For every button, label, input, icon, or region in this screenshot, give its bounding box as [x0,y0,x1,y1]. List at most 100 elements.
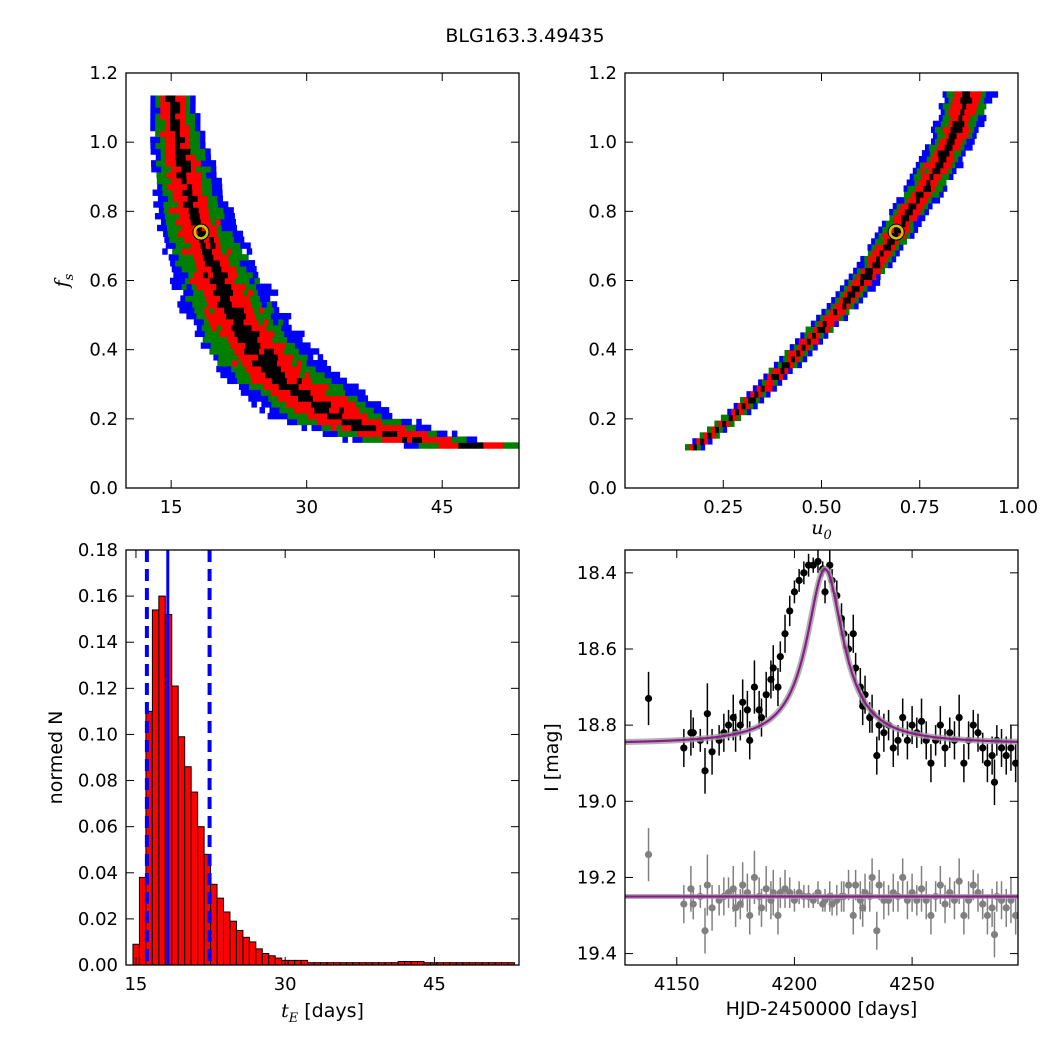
heatmap-cell [245,342,251,349]
heatmap-cell [983,97,989,104]
data-point [762,691,770,699]
heatmap-cell [250,313,257,320]
data-point [1007,744,1015,752]
heatmap-cell [956,132,961,139]
heatmap-cell [150,124,156,132]
heatmap-cell [205,218,212,226]
heatmap-cell [231,313,237,320]
heatmap-cell [406,418,412,426]
heatmap-cell [242,377,248,385]
heatmap-cell [855,285,861,292]
heatmap-cell [751,397,757,404]
heatmap-cell [360,401,367,408]
heatmap-cell [909,173,915,181]
heatmap-cell [315,389,321,396]
heatmap-cell [207,189,213,196]
heatmap-cell [856,273,861,280]
heatmap-cell [224,277,231,285]
heatmap-cell [241,324,247,332]
heatmap-cell [189,213,196,220]
histogram-bar [190,791,199,965]
heatmap-cell [947,161,952,169]
heatmap-cell [816,314,821,322]
heatmap-cell [239,260,246,267]
heatmap-cell [167,183,173,191]
heatmap-cell [889,208,894,216]
x-tick-label: 30 [274,974,297,995]
heatmap-cell [897,220,903,228]
heatmap-cell [856,279,861,286]
heatmap-cell [710,426,716,433]
heatmap-cell [793,344,799,351]
heatmap-cell [934,185,940,192]
heatmap-cell [172,230,179,238]
heatmap-cell [700,444,706,451]
heatmap-cell [371,424,377,432]
heatmap-cell [766,391,771,398]
heatmap-cell [888,261,893,269]
heatmap-cell [240,242,246,249]
heatmap-cell [196,171,202,179]
heatmap-cell [195,242,202,249]
heatmap-cell [322,412,328,420]
heatmap-cell [272,412,279,420]
heatmap-cell [418,442,425,449]
x-axis-label-main: t [281,1000,289,1022]
heatmap-cell [190,242,197,249]
heatmap-cell [194,213,201,220]
heatmap-cell [301,401,307,408]
heatmap-cell [942,138,948,145]
heatmap-cell [387,430,393,437]
heatmap-cell [204,260,211,267]
heatmap-cell [198,254,204,261]
residual-point [969,881,977,889]
heatmap-cell [844,279,849,286]
heatmap-cell [288,348,295,355]
heatmap-cell [327,412,333,420]
heatmap-cell [178,201,184,208]
y-axis-label-subscript: s [62,273,77,280]
heatmap-cell [248,354,254,361]
heatmap-cell [165,148,171,155]
heatmap-cell [237,289,244,296]
heatmap-cell [163,201,169,208]
heatmap-cell [238,318,244,326]
heatmap-cell [234,277,241,285]
heatmap-cell [196,324,203,332]
figure-title: BLG163.3.49435 [445,25,604,47]
histogram-bar [294,959,302,965]
heatmap-cell [261,301,268,308]
heatmap-cell [155,130,161,138]
heatmap-cell [232,377,238,385]
heatmap-cell [868,255,873,263]
heatmap-cell [342,436,348,443]
heatmap-cell [202,230,209,238]
heatmap-cell [960,132,965,139]
heatmap-cell [785,361,791,369]
heatmap-cell [302,412,308,420]
heatmap-cell [201,283,207,290]
heatmap-cell [842,297,848,304]
data-point [703,710,711,718]
heatmap-cell [219,307,225,314]
heatmap-cell [289,407,295,414]
heatmap-cell [711,432,716,439]
heatmap-cell [860,267,866,275]
y-tick-label: 0.08 [78,771,118,792]
heatmap-cell [171,171,177,179]
heatmap-cell [150,136,156,144]
heatmap-cell [321,418,328,426]
heatmap-cell [830,302,836,310]
heatmap-cell [237,230,244,238]
heatmap-cell [295,342,301,349]
heatmap-cell [923,161,929,169]
heatmap-cell [392,436,398,443]
heatmap-cell [283,348,290,355]
heatmap-cell [150,142,156,149]
heatmap-cell [186,283,193,290]
heatmap-cell [932,167,937,175]
heatmap-cell [221,265,227,273]
heatmap-cell [225,295,231,302]
heatmap-cell [765,379,771,386]
